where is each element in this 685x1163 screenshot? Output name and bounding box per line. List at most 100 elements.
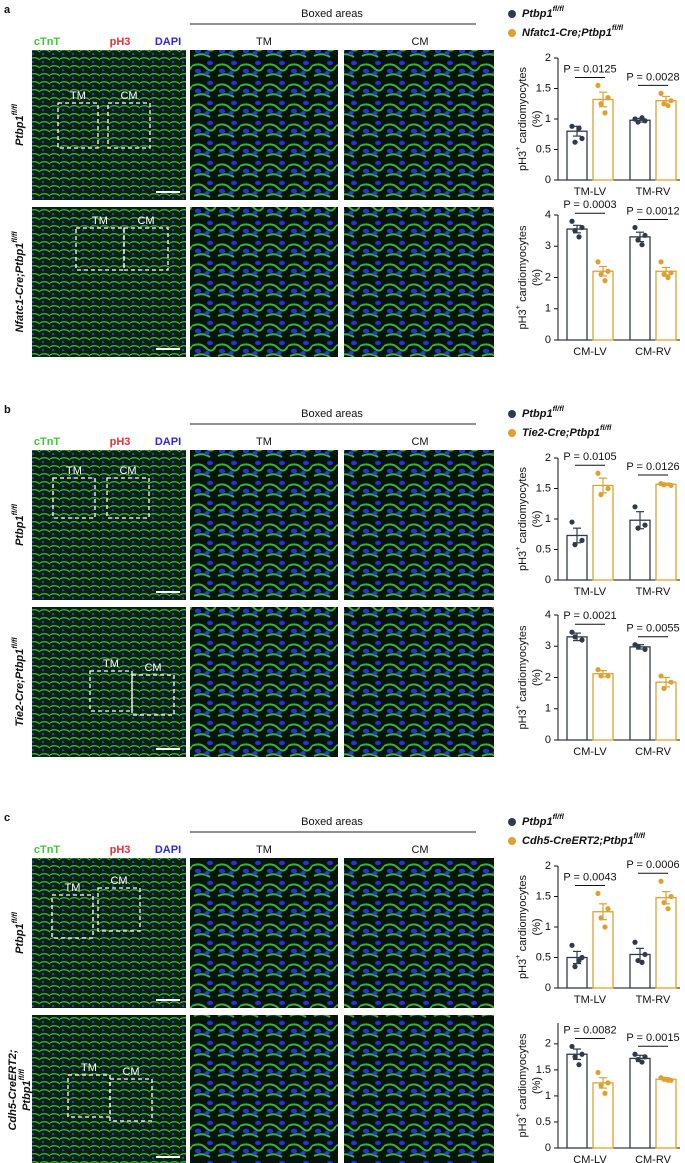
legend-swatch [508,10,516,18]
y-tick-label: 0 [545,574,551,586]
data-point [661,482,667,488]
data-point [579,537,585,543]
y-tick-label: 4 [545,609,551,621]
y-axis-label-line-part: pH3 [517,309,529,329]
y-axis-label-line-part: pH3 [517,551,529,571]
data-point [569,519,575,525]
y-axis-label: pH3+ cardiomyocytes (%) [513,625,542,730]
data-point [605,95,611,101]
data-point [632,939,638,945]
box-label: CM [144,662,161,674]
y-axis-label-line-part: + [513,304,522,309]
x-tick-label: TM-LV [574,186,607,198]
row-label-text-part: fl/fl [10,103,19,115]
stain-label: DAPI [155,844,181,856]
data-point [572,228,578,234]
y-tick-label: 0 [545,174,551,186]
tm-image [190,607,338,757]
p-value: P = 0.0082 [563,1024,616,1036]
data-point [602,1090,608,1096]
data-point [579,1051,585,1057]
x-tick-label: CM-LV [573,1154,607,1163]
legend-label: Nfatc1-Cre;Ptbp1fl/fl [522,23,624,38]
data-point [595,890,601,897]
y-tick-label: 2 [545,271,551,283]
y-axis-label-line-part: cardiomyocytes [517,1033,529,1113]
box-label: CM [122,1066,139,1078]
boxed-area [89,670,133,712]
bar [655,1078,677,1149]
x-tick-label: CM-RV [635,746,672,758]
y-tick-label: 0 [545,334,551,346]
bar [629,1057,651,1149]
legend-swatch [508,29,516,37]
tm-image [190,858,338,1008]
y-tick-label: 2 [545,1038,551,1050]
boxed-area [107,102,151,149]
y-axis-label-line: (%) [531,510,543,527]
y-axis-label: pH3+ cardiomyocytes (%) [513,1033,542,1138]
stain-label: DAPI [155,436,181,448]
panel-label: c [4,812,10,824]
data-point [668,893,674,900]
p-value: P = 0.0125 [563,63,616,75]
y-tick-label: 0.5 [536,543,551,555]
data-point [572,542,578,548]
bar [655,897,677,989]
tm-image [190,207,338,357]
data-point [665,274,671,281]
row-label-text-part: Ptbp1 [14,115,26,146]
overview-image [32,207,186,357]
row-label-text: Ptbp1fl/fl [10,911,25,954]
data-point [598,492,604,498]
data-point [635,237,641,243]
column-label: CM [411,844,428,856]
legend-swatch [508,837,516,845]
cm-image [344,50,494,200]
y-axis-label-line-part: cardiomyocytes [517,874,529,954]
x-tick-label: TM-RV [636,586,671,598]
data-point [598,915,604,921]
cm-image [344,1015,494,1163]
p-value: P = 0.0055 [626,623,679,635]
y-tick-label: 0 [545,734,551,746]
data-point [661,101,667,107]
overview-image [32,50,186,200]
bar [592,484,614,581]
data-point [665,1077,671,1083]
data-point [572,634,578,640]
y-tick-label: 1 [545,921,551,933]
stain-label: cTnT [34,436,61,448]
boxed-title: Boxed areas [301,816,363,828]
row-label-text-part: fl/fl [10,231,19,243]
data-point [579,224,585,231]
row-label-line: Ptbp1fl/fl [17,1068,32,1111]
boxed-area [106,477,150,519]
data-point [576,1062,582,1068]
row-label: Ptbp1fl/fl [10,503,25,546]
data-point [595,667,601,673]
bar [655,270,677,341]
y-axis-label-line-part: cardiomyocytes [517,625,529,705]
y-axis-label-line-part: pH3 [517,1117,529,1137]
row-label-text-part: fl/fl [10,503,19,515]
box-label: TM [70,90,86,102]
row-label-text-part: Ptbp1 [14,515,26,546]
y-tick-label: 0 [545,1142,551,1154]
y-axis-label-line-part: + [513,546,522,551]
data-point [598,101,604,107]
legend-label: Cdh5-CreERT2;Ptbp1fl/fl [522,831,646,846]
y-axis-label-line: pH3+ cardiomyocytes [513,466,528,571]
data-point [595,82,601,89]
y-axis-label-line-part: cardiomyocytes [517,225,529,305]
cm-image [344,858,494,1008]
data-point [639,959,645,965]
data-point [642,1054,648,1060]
data-point [642,951,648,958]
x-tick-label: CM-RV [635,346,672,358]
p-value: P = 0.0015 [626,1032,679,1044]
data-point [569,218,575,224]
p-value: P = 0.0043 [563,871,616,883]
bar [592,673,614,741]
